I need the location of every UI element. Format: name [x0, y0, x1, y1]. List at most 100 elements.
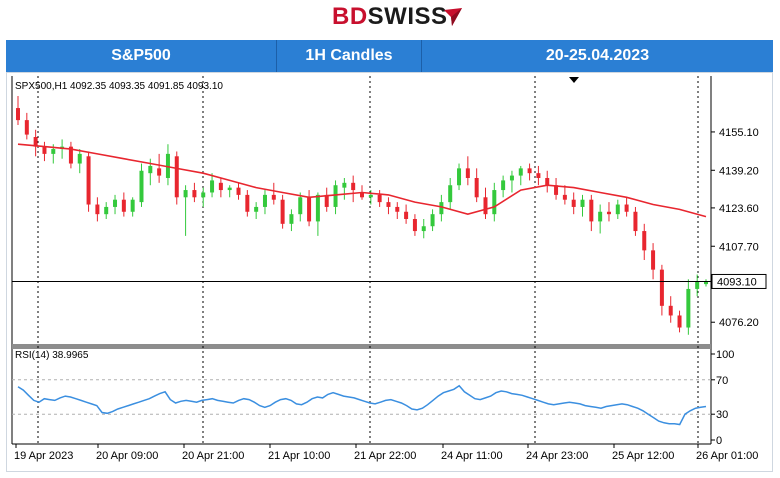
- candle-down: [157, 168, 162, 176]
- chart-frame: [6, 72, 773, 472]
- candle-up: [509, 175, 514, 181]
- candle-up: [686, 288, 691, 328]
- rsi-tick-label: 0: [716, 435, 722, 447]
- candle-up: [518, 168, 523, 176]
- candle-up: [368, 194, 373, 198]
- last-price-label: 4093.10: [717, 276, 757, 288]
- header-divider: [421, 40, 422, 72]
- candle-up: [113, 199, 118, 207]
- rsi-tick-label: 100: [716, 349, 734, 361]
- time-tick-label: 24 Apr 23:00: [526, 450, 588, 462]
- candle-down: [395, 206, 400, 212]
- candle-down: [554, 185, 559, 195]
- price-tick-label: 4139.20: [719, 165, 759, 177]
- candle-down: [245, 194, 250, 212]
- candle-up: [501, 180, 506, 191]
- candle-up: [262, 194, 267, 207]
- candle-up: [148, 165, 153, 174]
- time-tick-label: 26 Apr 01:00: [696, 450, 758, 462]
- time-tick-label: 25 Apr 12:00: [612, 450, 674, 462]
- shift-marker-icon: [569, 77, 579, 83]
- candle-up: [333, 185, 338, 207]
- time-tick-label: 21 Apr 22:00: [354, 450, 416, 462]
- candle-down: [562, 194, 567, 200]
- candle-up: [298, 197, 303, 215]
- pane-separator: [12, 344, 711, 349]
- price-tick-label: 4076.20: [719, 317, 759, 329]
- chart-header-bar: S&P500 1H Candles 20-25.04.2023: [6, 40, 773, 72]
- candle-down: [174, 156, 179, 198]
- rsi-label: RSI(14) 38.9965: [15, 350, 89, 361]
- candle-down: [218, 182, 223, 191]
- candle-down: [271, 194, 276, 200]
- candle-up: [201, 192, 206, 198]
- moving-average-line: [17, 143, 707, 218]
- candle-up: [492, 190, 497, 215]
- candle-down: [668, 305, 673, 316]
- candle-down: [377, 194, 382, 203]
- candle-down: [86, 156, 91, 205]
- candle-down: [351, 182, 356, 191]
- candle-up: [695, 281, 700, 289]
- candle-down: [465, 168, 470, 178]
- timeframe-label: 1H Candles: [305, 47, 393, 64]
- header-divider: [276, 40, 277, 72]
- candle-down: [571, 199, 576, 207]
- candle-up: [210, 180, 215, 193]
- candle-down: [24, 120, 29, 135]
- candle-down: [483, 197, 488, 215]
- brand-arrow-icon: [444, 8, 462, 26]
- time-tick-label: 19 Apr 2023: [14, 450, 73, 462]
- rsi-tick-label: 70: [716, 375, 728, 387]
- candle-down: [545, 178, 550, 186]
- price-tick-label: 4155.10: [719, 127, 759, 139]
- candle-down: [677, 315, 682, 328]
- instrument-label: S&P500: [111, 47, 171, 64]
- candle-up: [104, 206, 109, 215]
- candle-up: [448, 185, 453, 203]
- candle-up: [227, 187, 232, 191]
- candle-up: [315, 194, 320, 222]
- candle-up: [342, 182, 347, 188]
- candle-up: [77, 153, 82, 164]
- candle-up: [254, 206, 259, 212]
- candle-down: [386, 202, 391, 207]
- candle-down: [121, 199, 126, 212]
- candle-up: [598, 211, 603, 222]
- candle-up: [457, 168, 462, 186]
- time-tick-label: 24 Apr 11:00: [441, 450, 503, 462]
- brand-logo: BDSWISS: [0, 0, 780, 36]
- candle-down: [95, 204, 100, 215]
- candle-up: [615, 204, 620, 215]
- candle-down: [68, 146, 73, 164]
- candle-up: [183, 190, 188, 198]
- candle-down: [192, 190, 197, 198]
- candle-down: [404, 211, 409, 219]
- price-tick-label: 4123.60: [719, 203, 759, 215]
- candle-down: [589, 199, 594, 222]
- candle-down: [606, 211, 611, 215]
- candle-down: [307, 197, 312, 222]
- candle-down: [527, 168, 532, 174]
- candle-up: [704, 281, 708, 285]
- candle-down: [642, 231, 647, 251]
- period-label: 20-25.04.2023: [545, 47, 650, 64]
- candle-down: [360, 192, 364, 198]
- candle-down: [412, 219, 417, 232]
- last-price-box: [711, 273, 767, 289]
- time-tick-label: 20 Apr 09:00: [96, 450, 158, 462]
- candle-down: [474, 178, 479, 198]
- time-tick-label: 20 Apr 21:00: [182, 450, 244, 462]
- candle-up: [289, 214, 294, 224]
- candle-down: [624, 204, 629, 212]
- candle-up: [130, 199, 135, 212]
- candle-down: [280, 199, 285, 224]
- brand-wordmark: BDSWISS: [332, 3, 448, 30]
- candle-up: [51, 149, 56, 154]
- candle-up: [430, 214, 435, 227]
- candle-down: [42, 146, 47, 154]
- candle-up: [421, 226, 426, 232]
- rsi-line: [17, 384, 707, 426]
- candle-up: [580, 199, 585, 207]
